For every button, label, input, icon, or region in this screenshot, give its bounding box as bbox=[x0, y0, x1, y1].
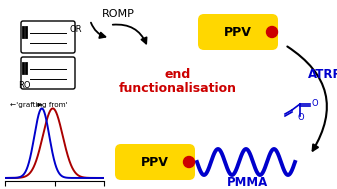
Text: RO: RO bbox=[18, 81, 31, 90]
Text: end: end bbox=[165, 68, 191, 81]
Text: ←'grafting from': ←'grafting from' bbox=[10, 102, 68, 108]
Text: ATRP: ATRP bbox=[308, 68, 337, 81]
Text: PPV: PPV bbox=[141, 156, 169, 169]
Text: ROMP: ROMP bbox=[101, 9, 134, 19]
Text: O: O bbox=[297, 114, 304, 122]
Circle shape bbox=[267, 26, 277, 37]
Text: OR: OR bbox=[70, 25, 83, 33]
Text: functionalisation: functionalisation bbox=[119, 81, 237, 94]
Text: PPV: PPV bbox=[224, 26, 252, 39]
FancyBboxPatch shape bbox=[115, 144, 195, 180]
Text: PMMA: PMMA bbox=[227, 176, 269, 188]
Circle shape bbox=[184, 156, 194, 167]
FancyBboxPatch shape bbox=[198, 14, 278, 50]
Text: O: O bbox=[311, 99, 318, 108]
